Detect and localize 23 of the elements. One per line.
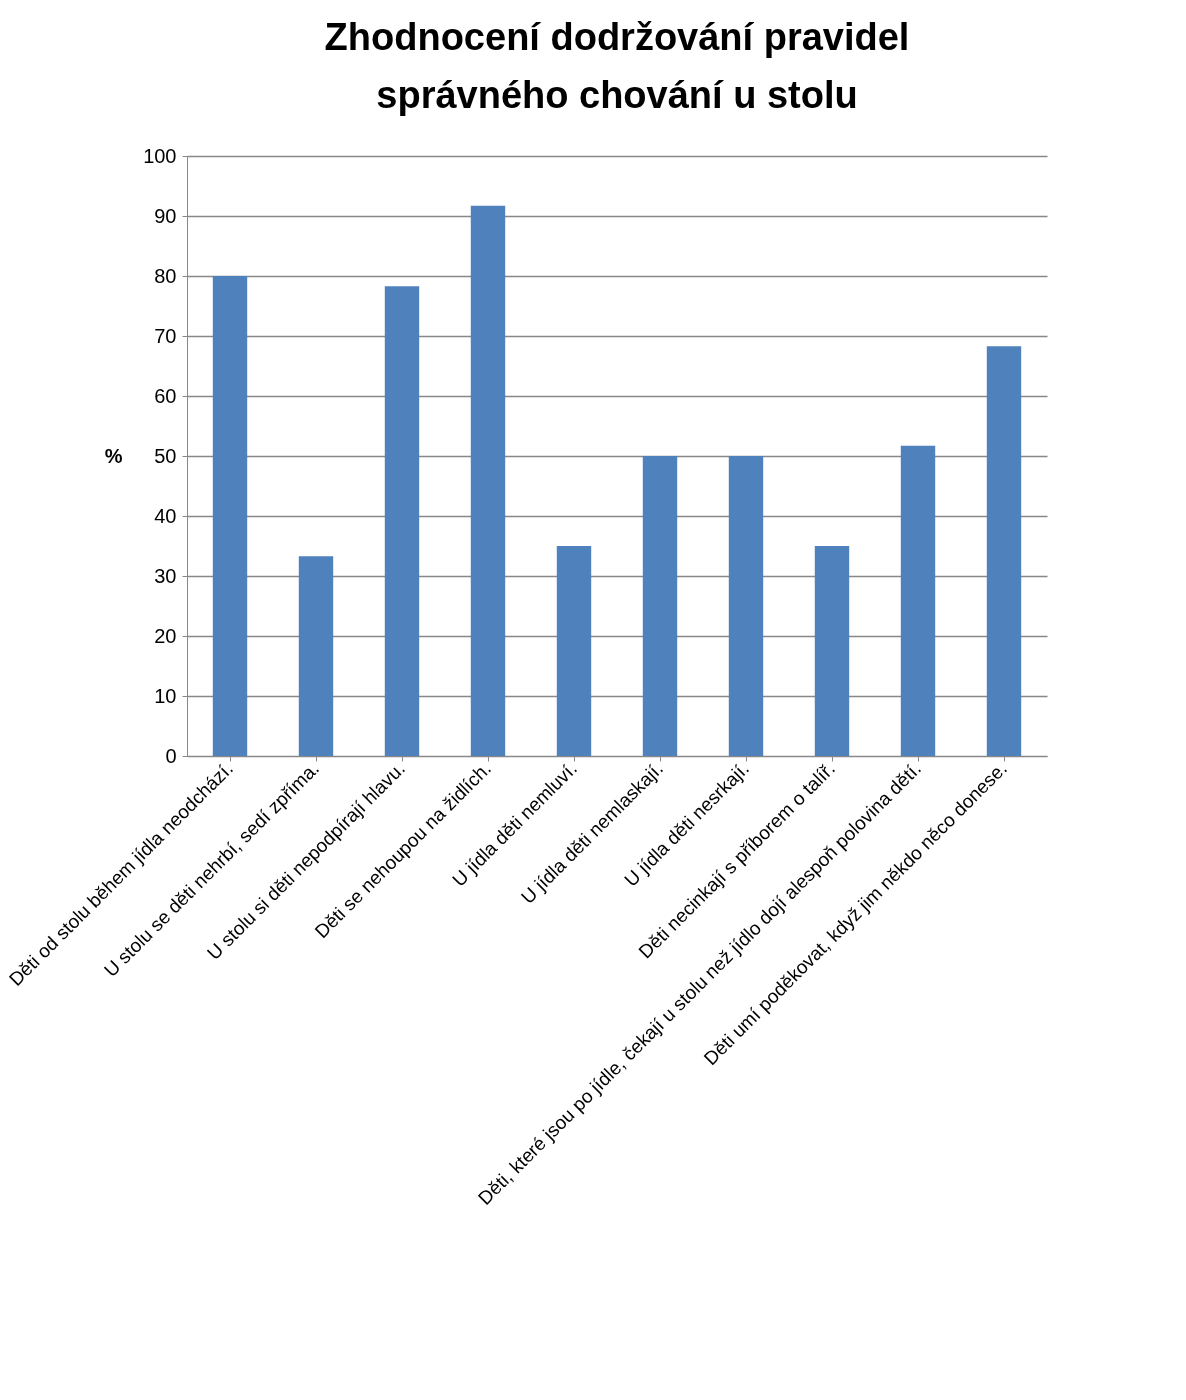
y-tick-label: 50 [154, 444, 177, 467]
bar [814, 546, 850, 756]
bar [728, 456, 764, 756]
y-tick-label: 20 [154, 624, 177, 647]
bar [556, 546, 592, 756]
y-tick-label: 80 [154, 264, 177, 287]
y-tick-label: 30 [154, 564, 177, 587]
y-tick-label: 100 [143, 144, 177, 167]
y-tick-label: 70 [154, 324, 177, 347]
bar [298, 556, 334, 756]
bar [470, 205, 506, 756]
bar [900, 445, 936, 756]
y-tick-label: 90 [154, 204, 177, 227]
bar [986, 346, 1022, 756]
bar [384, 286, 420, 756]
chart-title: Zhodnocení dodržování pravidel správného chování u stolu [324, 16, 910, 116]
y-tick-label: 40 [154, 504, 177, 527]
y-tick-label: 60 [154, 384, 177, 407]
y-tick-label: 0 [165, 744, 177, 767]
y-tick-label: 10 [154, 684, 177, 707]
y-axis-title: % [104, 444, 123, 467]
bar [212, 276, 248, 756]
bar [642, 456, 678, 756]
